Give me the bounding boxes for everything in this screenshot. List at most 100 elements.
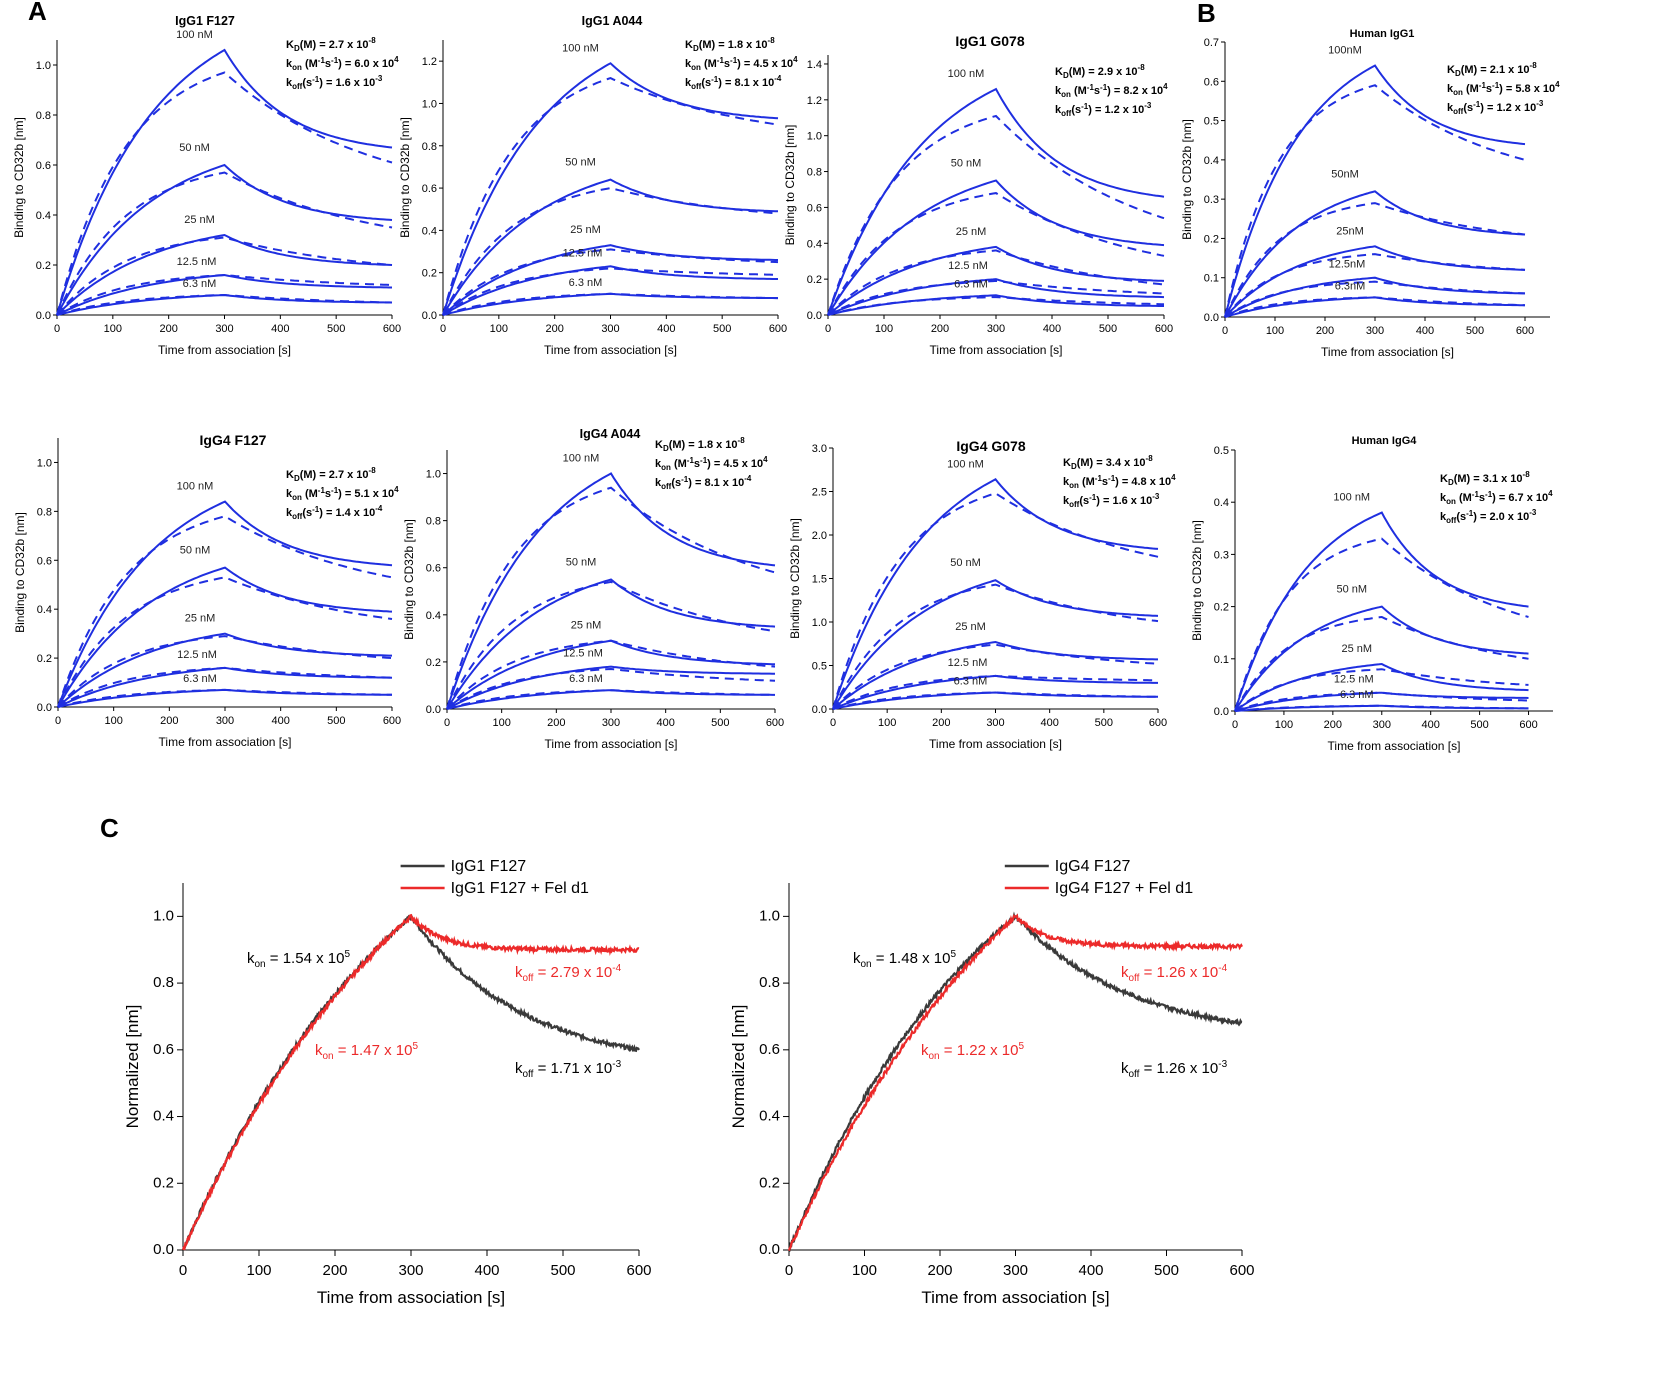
kinetic-constant: KD(M) = 2.1 x 10-8 [1447, 61, 1537, 78]
annotation-part: = 1.26 x 10 [1139, 964, 1218, 981]
kinetic-part: D [294, 44, 300, 53]
kinetic-part: s [1479, 492, 1485, 504]
kinetic-part: ) = [737, 58, 753, 70]
kinetic-part: 4 [394, 485, 399, 494]
kinetic-part: on [661, 463, 671, 472]
concentration-label: 50 nM [565, 157, 596, 169]
y-tick-label: 0.5 [1204, 116, 1219, 128]
kinetic-part: off [691, 82, 702, 91]
x-axis-label: Time from association [s] [921, 1288, 1109, 1307]
fit-line [832, 492, 1159, 710]
legend-entry: IgG4 F127 [1055, 858, 1131, 875]
concentration-label: 25nM [1336, 225, 1364, 237]
kinetic-part: -3 [1144, 101, 1152, 110]
kinetic-part: off [292, 82, 303, 91]
legend-entry: IgG1 F127 [451, 858, 527, 875]
kinetic-part: 3.1 x 10 [1483, 473, 1523, 485]
y-tick-label: 0.4 [759, 1108, 780, 1125]
y-axis-label: Binding to CD32b [nm] [12, 117, 26, 238]
kinetic-constant: koff(s-1) = 1.2 x 10-3 [1447, 99, 1544, 116]
x-tick-label: 500 [550, 1262, 575, 1279]
kinetic-part: k [655, 477, 662, 489]
kinetic-part: 4 [1163, 82, 1168, 91]
x-axis-label: Time from association [s] [930, 343, 1063, 357]
x-tick-label: 0 [785, 1262, 793, 1279]
y-tick-label: 0.8 [153, 974, 174, 991]
y-tick-label: 0.1 [1214, 654, 1229, 666]
y-tick-label: 0.4 [426, 610, 441, 622]
concentration-label: 50 nM [180, 545, 211, 557]
kinetic-part: (M [1463, 83, 1479, 95]
kinetic-part: k [1055, 85, 1062, 97]
fit-line [1234, 668, 1529, 712]
concentration-label: 100 nM [948, 68, 985, 80]
x-tick-label: 0 [440, 323, 446, 335]
kinetic-constant: KD(M) = 1.8 x 10-8 [655, 436, 745, 453]
y-tick-label: 1.2 [422, 56, 437, 68]
y-tick-label: 1.5 [812, 574, 827, 586]
kinetic-part: D [693, 44, 699, 53]
chart-a6: IgG4 G078 0 100 200 300 400 500 600 0.0 0.5 1.0 1.5… [788, 438, 1176, 751]
kinetic-part: 5.8 x 10 [1515, 83, 1555, 95]
fit-line [1224, 202, 1526, 318]
kinetic-part: -1 [312, 75, 320, 84]
fit-line [57, 635, 393, 708]
kinetic-part: ) = [1107, 85, 1123, 97]
x-tick-label: 0 [54, 323, 60, 335]
y-tick-label: 0.6 [422, 183, 437, 195]
kinetic-part: (M) = [669, 439, 698, 451]
y-tick-label: 0.2 [422, 268, 437, 280]
x-tick-label: 600 [1519, 719, 1537, 731]
x-tick-label: 400 [1040, 717, 1058, 729]
concentration-label: 25 nM [184, 214, 215, 226]
y-tick-label: 0.0 [759, 1241, 780, 1258]
fit-line [442, 77, 779, 316]
chart-a4: IgG4 F127 0 100 200 300 400 500 600 0.0 0.2 0.4 0.6… [13, 432, 401, 749]
kinetic-part: (M) = [1454, 473, 1483, 485]
series-line [446, 665, 775, 710]
fit-line [56, 273, 393, 316]
kinetic-part: (s [302, 77, 312, 89]
panel-label: A [28, 0, 47, 26]
kinetic-annotation: koff = 1.26 x 10-4 [1121, 963, 1228, 984]
fit-line [57, 515, 393, 708]
kinetic-constant: KD(M) = 2.7 x 10-8 [286, 466, 376, 483]
series-line [1224, 190, 1526, 318]
y-tick-label: 0.2 [153, 1174, 174, 1191]
y-tick-label: 0.4 [36, 210, 51, 222]
annotation-part: off [1129, 1069, 1140, 1080]
kinetic-constant: koff(s-1) = 8.1 x 10-4 [685, 74, 782, 91]
kinetic-part: 1.8 x 10 [698, 439, 738, 451]
concentration-label: 100 nM [563, 453, 600, 465]
concentration-label: 100 nM [177, 481, 214, 493]
kinetic-part: -1 [331, 486, 339, 495]
kinetic-part: 5.1 x 10 [354, 488, 394, 500]
series-line [57, 688, 392, 708]
annotation-part: 5 [344, 949, 350, 960]
x-tick-label: 600 [1229, 1262, 1254, 1279]
x-tick-label: 200 [932, 717, 950, 729]
kinetic-part: 1.2 x 10 [1104, 104, 1144, 116]
kinetic-constant: KD(M) = 1.8 x 10-8 [685, 36, 775, 53]
kinetic-constant: kon (M-1s-1) = 4.5 x 104 [655, 455, 768, 472]
x-tick-label: 500 [327, 715, 345, 727]
y-tick-label: 0.8 [37, 506, 52, 518]
concentration-label: 50 nM [951, 158, 982, 170]
fit-line [1224, 84, 1526, 318]
fit-line [827, 192, 1165, 316]
kinetic-part: -1 [1492, 81, 1500, 90]
kinetic-part: -1 [717, 56, 725, 65]
kinetic-part: 2.7 x 10 [329, 469, 369, 481]
fit-line [56, 171, 393, 316]
series-line [1234, 691, 1529, 712]
annotation-part: = 1.47 x 10 [334, 1042, 413, 1059]
kinetic-part: -1 [1081, 102, 1089, 111]
concentration-label: 100 nM [176, 29, 213, 41]
fit-line [446, 667, 776, 710]
x-tick-label: 500 [711, 717, 729, 729]
annotation-part: k [515, 1060, 523, 1077]
kinetic-part: K [1447, 64, 1455, 76]
y-tick-label: 0.6 [1204, 76, 1219, 88]
annotation-part: = 1.71 x 10 [533, 1060, 612, 1077]
concentration-label: 12.5 nM [177, 256, 217, 268]
